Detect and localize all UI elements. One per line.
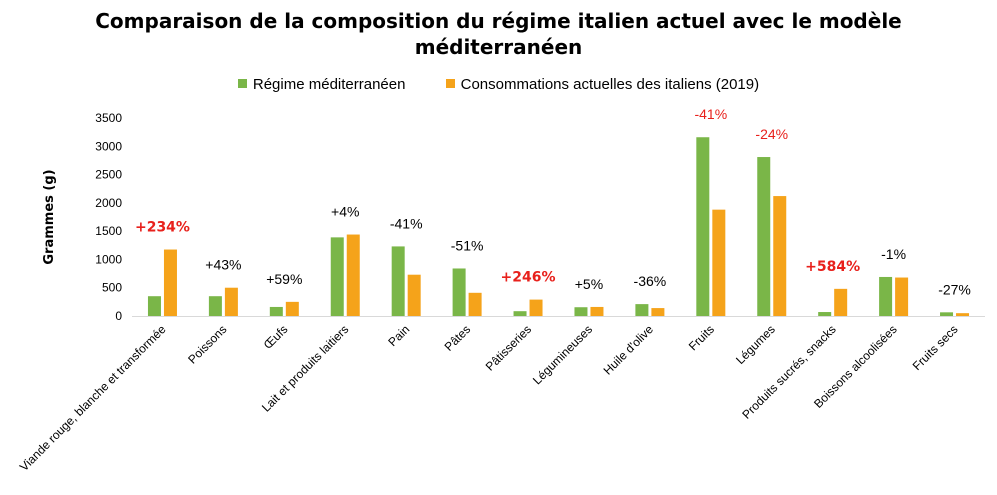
bar-current xyxy=(895,277,909,316)
bar-mediterranean xyxy=(513,311,527,316)
legend-swatch-mediterranean xyxy=(237,79,247,88)
y-tick-label: 0 xyxy=(115,309,122,323)
y-axis-title: Grammes (g) xyxy=(42,169,57,264)
change-label: +59% xyxy=(266,271,302,287)
y-tick-label: 500 xyxy=(102,281,122,295)
change-label: +5% xyxy=(575,276,603,292)
change-label: +43% xyxy=(205,257,241,273)
change-label: +584% xyxy=(805,259,860,275)
change-label: -27% xyxy=(938,281,971,297)
chart-title-line-2: méditerranéen xyxy=(414,35,583,59)
y-tick-label: 2500 xyxy=(95,168,122,182)
bar-mediterranean xyxy=(147,296,161,316)
bar-current xyxy=(163,249,177,316)
chart-title-line-1: Comparaison de la composition du régime … xyxy=(95,9,902,33)
x-category-label: Huile d'olive xyxy=(601,322,657,378)
bar-mediterranean xyxy=(574,307,588,316)
change-label: +234% xyxy=(135,220,190,236)
legend-label-mediterranean: Régime méditerranéen xyxy=(252,76,406,93)
bar-current xyxy=(712,209,726,316)
legend-swatch-current xyxy=(445,79,455,88)
x-category-label: Poissons xyxy=(185,322,229,366)
legend: Régime méditerranéen Consommations actue… xyxy=(0,76,997,93)
x-category-label: Fruits xyxy=(686,322,717,353)
x-category-label: Pain xyxy=(385,322,412,349)
bar-mediterranean xyxy=(818,312,832,316)
bar-mediterranean xyxy=(391,246,405,316)
bar-current xyxy=(529,299,543,316)
change-label: +246% xyxy=(501,270,556,286)
legend-item-current: Consommations actuelles des italiens (20… xyxy=(445,76,760,93)
x-category-label: Pâtes xyxy=(442,322,474,354)
bar-current xyxy=(468,292,482,316)
x-category-label: Viande rouge, blanche et transformée xyxy=(17,322,169,474)
bar-mediterranean xyxy=(208,296,222,316)
bar-current xyxy=(773,196,787,316)
change-label: -41% xyxy=(390,215,423,231)
y-tick-label: 1000 xyxy=(95,252,122,266)
bar-current xyxy=(407,274,421,316)
change-label: -41% xyxy=(694,106,727,122)
bar-current xyxy=(651,308,665,316)
bar-current xyxy=(590,306,604,316)
bar-current xyxy=(224,287,238,316)
chart-title: Comparaison de la composition du régime … xyxy=(0,8,997,60)
bar-current xyxy=(956,313,970,316)
bar-mediterranean xyxy=(452,268,466,316)
x-category-label: Fruits secs xyxy=(910,322,961,373)
change-label: +4% xyxy=(331,204,359,220)
bar-mediterranean xyxy=(635,304,649,316)
change-label: -24% xyxy=(755,126,788,142)
bar-current xyxy=(285,301,299,316)
bar-current xyxy=(834,288,848,316)
bar-mediterranean xyxy=(757,157,771,316)
bar-mediterranean xyxy=(940,312,954,316)
bar-current xyxy=(346,234,360,316)
change-label: -1% xyxy=(881,246,906,262)
legend-label-current: Consommations actuelles des italiens (20… xyxy=(460,76,760,93)
y-tick-label: 1500 xyxy=(95,224,122,238)
bar-mediterranean xyxy=(330,237,344,316)
x-category-label: Œufs xyxy=(261,322,291,352)
bar-mediterranean xyxy=(696,137,710,316)
change-label: -51% xyxy=(451,237,484,253)
bar-mediterranean xyxy=(879,276,893,316)
y-tick-label: 3500 xyxy=(95,111,122,125)
x-category-label: Légumineuses xyxy=(530,322,595,387)
y-tick-label: 3000 xyxy=(95,139,122,153)
x-category-label: Légumes xyxy=(733,322,778,367)
change-label: -36% xyxy=(634,273,667,289)
legend-item-mediterranean: Régime méditerranéen xyxy=(237,76,406,93)
bar-mediterranean xyxy=(269,306,283,316)
y-tick-label: 2000 xyxy=(95,196,122,210)
x-category-label: Pâtisseries xyxy=(483,322,534,373)
